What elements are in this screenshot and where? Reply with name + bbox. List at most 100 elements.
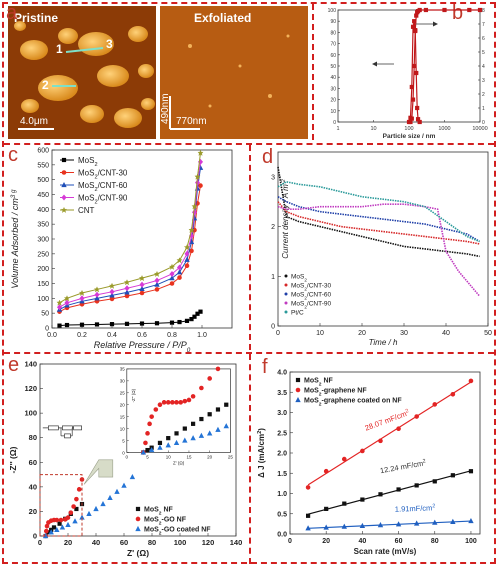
legend-marker-e xyxy=(135,516,141,522)
afm-exfoliated-image: Exfoliated 770nm 490nm xyxy=(160,6,308,139)
point-b xyxy=(417,7,422,13)
legend-label-f: MoS2-graphene NF xyxy=(304,388,367,398)
point-f xyxy=(359,522,366,528)
xtick-label-d: 40 xyxy=(442,330,450,337)
point-e xyxy=(100,501,106,507)
legend-entry-d-1: MoS2/CNT-30 xyxy=(284,283,331,291)
xtick-label-e: 120 xyxy=(202,538,215,547)
inset-point-e xyxy=(165,442,171,448)
divider-top xyxy=(312,4,314,140)
point-f xyxy=(305,485,311,490)
point-f xyxy=(305,525,311,531)
point-b xyxy=(413,28,418,34)
inset-point-e xyxy=(190,394,196,399)
divider-row2 xyxy=(4,352,494,354)
point-b xyxy=(409,84,414,90)
point-c xyxy=(168,263,176,270)
point-e xyxy=(121,482,127,488)
ytick-label-b: 0 xyxy=(333,120,336,126)
inset-point-e xyxy=(198,432,205,438)
inset-point-e xyxy=(157,440,163,446)
xtick-label-d: 30 xyxy=(400,330,408,337)
point-c xyxy=(79,295,85,302)
point-c xyxy=(124,321,130,326)
legend-label-e: MoS2-GO NF xyxy=(144,516,187,526)
inset-point-e xyxy=(148,447,155,453)
y2tick-label-b: 2 xyxy=(482,92,485,98)
point-c xyxy=(123,279,131,286)
point-e xyxy=(54,517,60,523)
inset-ytick-label-e: 20 xyxy=(120,403,126,408)
point-c xyxy=(124,293,130,299)
xtick-label-e: 100 xyxy=(174,538,187,547)
inset-xtick-label-e: 15 xyxy=(186,454,192,459)
fit-line-f xyxy=(308,520,471,529)
point-c xyxy=(64,322,70,328)
ytick-label-b: 20 xyxy=(330,98,336,104)
fit-line-f xyxy=(307,470,472,515)
point-f xyxy=(432,479,437,484)
ytick-label-f: 3.0 xyxy=(277,410,287,417)
legend-entry-c-3: MoS2/CNT-90 xyxy=(60,194,128,206)
ytick-label-b: 90 xyxy=(330,19,336,25)
point-f xyxy=(432,402,438,407)
point-c xyxy=(139,281,145,288)
ytick-label-d: 2 xyxy=(271,224,275,231)
point-e xyxy=(51,525,57,530)
xtick-label-c: 0.6 xyxy=(137,332,147,339)
legend-label-c: MoS2/CNT-60 xyxy=(78,181,128,193)
ytick-label-e: 100 xyxy=(24,409,37,418)
ytick-label-f: 3.5 xyxy=(277,390,287,397)
point-c xyxy=(78,289,86,296)
xtick-label-d: 0 xyxy=(276,330,280,337)
legend-marker-c xyxy=(60,206,68,213)
cpe-e xyxy=(64,433,71,439)
ytick-label-e: 140 xyxy=(24,360,37,369)
panel-letter-b: b xyxy=(452,2,464,24)
ytick-label-c: 200 xyxy=(37,266,49,273)
circuit-diagram-e xyxy=(42,425,82,439)
legend-marker-d xyxy=(284,292,288,296)
afm-pristine-svg xyxy=(8,6,156,139)
legend-marker-c xyxy=(61,157,67,163)
point-1-label: 1 xyxy=(56,42,63,56)
point-f xyxy=(468,378,474,384)
point-f xyxy=(432,519,438,525)
panel-letter-d: d xyxy=(262,146,274,168)
point-e xyxy=(107,494,113,501)
point-e xyxy=(86,510,92,516)
point-c xyxy=(176,269,183,275)
inset-xtick-label-e: 5 xyxy=(146,454,149,459)
xtick-label-d: 20 xyxy=(358,330,366,337)
inset-series-e-1 xyxy=(141,366,221,455)
point-e xyxy=(48,529,54,535)
point-f xyxy=(414,414,419,419)
point-b xyxy=(414,13,419,18)
inset-point-e xyxy=(165,400,171,405)
legend-entry-c-1: MoS2/CNT-30 xyxy=(60,169,128,181)
series-b-1 xyxy=(406,19,422,125)
point-c xyxy=(184,318,190,323)
inset-point-e xyxy=(170,400,175,405)
ytick-label-c: 100 xyxy=(37,296,49,303)
legend-label-c: MoS2/CNT-30 xyxy=(78,169,128,181)
inset-series-e-2 xyxy=(140,423,229,455)
inset-ytick-label-e: 25 xyxy=(120,391,126,396)
ytick-label-f: 4.0 xyxy=(277,370,287,377)
inset-xtick-label-e: 0 xyxy=(126,454,129,459)
ytick-label-d: 1 xyxy=(271,274,275,281)
xtick-label-b: 100 xyxy=(404,126,413,132)
y2tick-label-b: 5 xyxy=(482,50,485,56)
point-f xyxy=(341,523,347,529)
series-line-d xyxy=(277,180,480,243)
point-e xyxy=(114,488,120,494)
inset-point-e xyxy=(199,385,204,391)
point-c xyxy=(169,270,175,278)
series-line-b xyxy=(409,9,480,123)
series-b-0 xyxy=(408,7,483,125)
point-c xyxy=(177,275,182,280)
xtick-label-e: 20 xyxy=(64,538,72,547)
point-b xyxy=(406,119,412,125)
xtick-label-b: 10000 xyxy=(472,126,487,132)
inset-point-e xyxy=(207,376,212,381)
